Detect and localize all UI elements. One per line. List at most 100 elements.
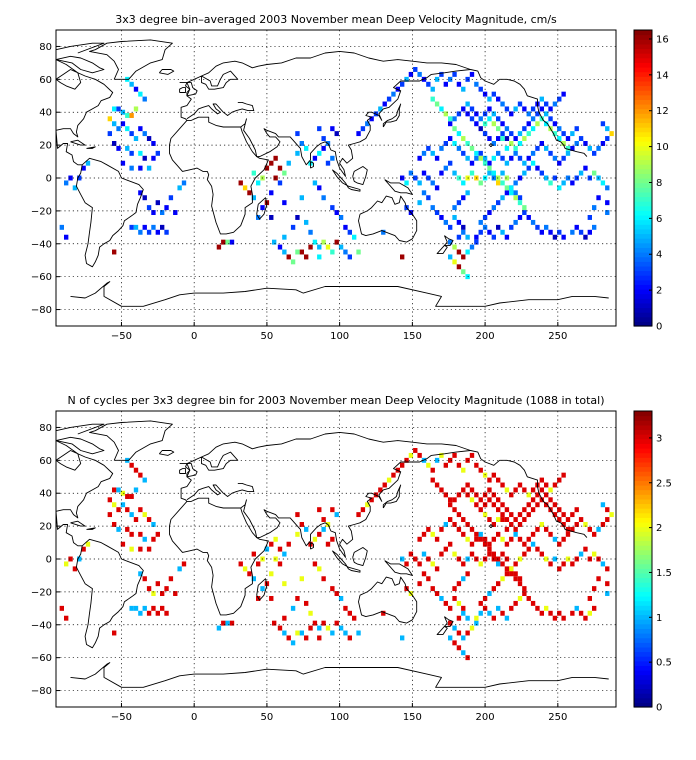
data-cell (509, 111, 514, 117)
data-cell (574, 224, 579, 230)
data-cell (583, 522, 588, 527)
data-cell (133, 487, 139, 493)
data-cell (129, 494, 134, 499)
data-cell (164, 610, 169, 616)
data-cell (578, 136, 584, 141)
data-cell (125, 113, 130, 118)
data-cell (456, 145, 462, 151)
data-cell (72, 185, 78, 191)
data-cell (448, 620, 453, 626)
data-cell (469, 452, 475, 458)
data-cell (129, 224, 134, 230)
data-cell (129, 546, 134, 552)
colorbar-segment (634, 205, 652, 211)
data-cell (504, 126, 510, 132)
colorbar-segment (634, 586, 652, 592)
data-cell (430, 205, 435, 211)
data-cell (312, 239, 318, 245)
data-cell (491, 492, 496, 498)
colorbar-segment (634, 178, 652, 184)
data-cell (256, 561, 261, 567)
data-cell (334, 591, 339, 596)
data-cell (443, 546, 448, 552)
data-cell (539, 96, 544, 102)
colorbar-segment (634, 127, 652, 133)
data-cell (456, 234, 462, 240)
data-cell (312, 155, 318, 161)
data-cell (513, 190, 518, 196)
data-cell (509, 131, 514, 137)
data-cell (513, 145, 518, 151)
data-cell (273, 175, 278, 181)
colorbar-segment (634, 104, 652, 110)
data-cell (439, 487, 444, 493)
data-cell (552, 615, 558, 621)
data-cell (539, 477, 544, 483)
data-cell (129, 165, 134, 171)
data-cell (269, 596, 274, 601)
data-cell (129, 150, 134, 156)
data-cell (290, 605, 296, 611)
chart-title: 3x3 degree bin–averaged 2003 November me… (115, 13, 557, 26)
colorbar-segment (634, 30, 652, 36)
data-cell (260, 205, 265, 211)
data-cell (430, 586, 435, 592)
data-cell (116, 526, 121, 532)
data-cell (487, 546, 492, 552)
data-cell (443, 600, 448, 606)
data-cell (487, 96, 492, 102)
data-cell (290, 259, 296, 265)
coastline (70, 520, 86, 527)
data-cell (146, 205, 152, 211)
data-cell (552, 234, 558, 240)
data-cell (487, 229, 492, 235)
data-cell (522, 160, 527, 166)
data-cell (116, 487, 121, 493)
data-cell (68, 556, 73, 562)
x-tick-labels: −50 0 50 100 150 200 250 (111, 703, 567, 723)
data-cell (321, 145, 326, 151)
data-cell (487, 210, 492, 215)
data-cell (461, 86, 466, 92)
y-tick-label: −40 (31, 239, 52, 250)
colorbar-segment (634, 461, 652, 468)
data-cell (530, 116, 536, 122)
data-cell (539, 522, 544, 527)
data-cell (478, 507, 483, 513)
data-cell (600, 522, 606, 527)
data-cell (434, 155, 440, 161)
data-cell (561, 155, 566, 161)
data-cell (596, 526, 601, 532)
data-cell (273, 536, 278, 542)
data-cell (290, 640, 296, 646)
data-cell (120, 121, 126, 127)
data-cell (308, 625, 313, 631)
y-tick-label: 20 (39, 522, 52, 533)
data-cell (120, 160, 126, 166)
colorbar-tick-label: 0.5 (656, 658, 672, 669)
data-cell (535, 165, 540, 171)
data-cell (504, 185, 510, 191)
data-cell (269, 215, 274, 220)
data-cell (522, 517, 527, 522)
data-cell (504, 190, 510, 196)
coastline (352, 547, 368, 567)
data-cell (526, 492, 531, 498)
data-cell (138, 472, 143, 478)
data-cell (592, 531, 597, 537)
data-cell (129, 131, 134, 137)
data-cell (312, 561, 318, 567)
data-cell (434, 536, 440, 542)
data-cell (64, 615, 69, 621)
data-cell (434, 185, 440, 191)
data-cell (413, 175, 418, 181)
data-cell (530, 219, 536, 225)
colorbar-segment (634, 642, 652, 648)
data-cell (513, 571, 518, 577)
colorbar-segment (634, 108, 652, 114)
colorbar-segment (634, 651, 652, 657)
data-cell (570, 561, 575, 567)
data-cell (548, 487, 553, 493)
y-tick-label: 0 (46, 555, 52, 566)
data-cell (500, 536, 505, 542)
